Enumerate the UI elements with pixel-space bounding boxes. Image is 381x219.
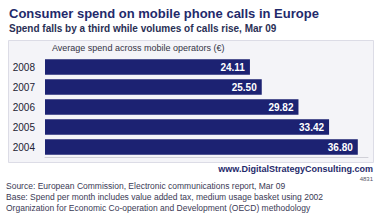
svg-text:29.82: 29.82 bbox=[268, 102, 293, 113]
svg-text:25.50: 25.50 bbox=[232, 82, 257, 93]
svg-text:24.11: 24.11 bbox=[220, 62, 245, 73]
svg-text:4831: 4831 bbox=[360, 176, 374, 182]
svg-text:2004: 2004 bbox=[13, 142, 36, 153]
svg-text:2008: 2008 bbox=[13, 62, 36, 73]
svg-text:Base: Spend per month includes: Base: Spend per month includes value add… bbox=[6, 192, 323, 202]
svg-text:36.80: 36.80 bbox=[328, 142, 353, 153]
svg-text:2007: 2007 bbox=[13, 82, 36, 93]
svg-text:Organization for Economic Co-o: Organization for Economic Co-operation a… bbox=[6, 203, 311, 213]
svg-text:www.DigitalStrategyConsulting.: www.DigitalStrategyConsulting.com bbox=[217, 164, 373, 174]
svg-text:2006: 2006 bbox=[13, 102, 36, 113]
svg-text:2005: 2005 bbox=[13, 122, 36, 133]
svg-text:Spend falls by a third while v: Spend falls by a third while volumes of … bbox=[9, 23, 277, 34]
svg-text:Average spend across mobile op: Average spend across mobile operators (€… bbox=[52, 43, 224, 53]
svg-text:Source: European Commission, E: Source: European Commission, Electronic … bbox=[6, 181, 285, 191]
svg-text:33.42: 33.42 bbox=[299, 122, 324, 133]
svg-text:Consumer spend on mobile phone: Consumer spend on mobile phone calls in … bbox=[9, 6, 319, 21]
